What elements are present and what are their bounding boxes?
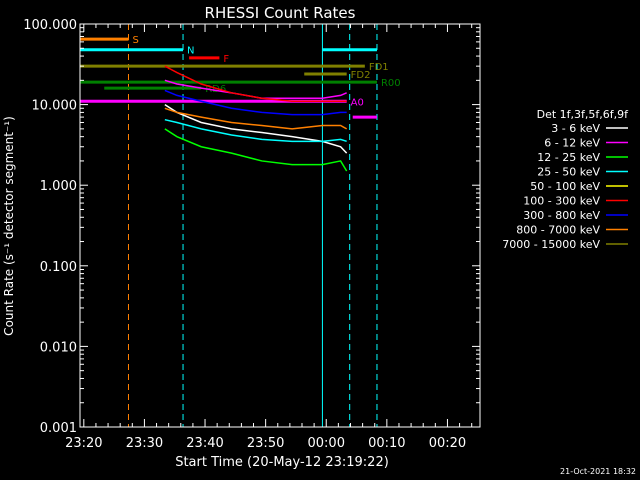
legend: Det 1f,3f,5f,6f,9f3 - 6 keV 6 - 12 keV12 … xyxy=(502,108,629,251)
series-line xyxy=(164,107,348,130)
data-series xyxy=(164,65,348,172)
legend-entry-label: 800 - 7000 keV xyxy=(516,224,600,237)
legend-entry-label: 6 - 12 keV xyxy=(544,137,600,150)
state-bar-label: F xyxy=(223,54,229,65)
y-axis-ticks: 0.001 0.010 0.100 1.000 10.000 100.000 xyxy=(23,18,480,436)
legend-entry-label: 25 - 50 keV xyxy=(537,166,600,179)
series-line xyxy=(164,118,347,143)
x-tick-label: 23:20 xyxy=(65,436,102,451)
series-line xyxy=(164,89,347,116)
y-tick-label: 0.001 xyxy=(40,421,77,436)
legend-entry-label: 7000 - 15000 keV xyxy=(502,238,600,251)
x-tick-label: 23:50 xyxy=(247,436,284,451)
y-axis-label: Count Rate (s⁻¹ detector segment⁻¹) xyxy=(2,116,16,336)
state-bar-label: N xyxy=(187,46,194,57)
plot-frame xyxy=(79,23,481,428)
state-bar-label: FD2 xyxy=(351,70,371,81)
x-tick-label: 23:30 xyxy=(126,436,163,451)
legend-title: Det 1f,3f,5f,6f,9f xyxy=(537,108,630,121)
legend-entry-label: 300 - 800 keV xyxy=(523,209,600,222)
timestamp: 21-Oct-2021 18:32 xyxy=(560,467,636,476)
state-bar-label: A0 xyxy=(351,97,364,108)
state-bar-label: S xyxy=(132,35,138,46)
x-tick-label: 00:10 xyxy=(368,436,405,451)
series-line xyxy=(164,103,348,154)
y-tick-label: 10.000 xyxy=(32,99,78,114)
vertical-markers xyxy=(79,24,378,427)
y-tick-label: 0.100 xyxy=(40,260,77,275)
y-tick-label: 100.000 xyxy=(23,18,77,33)
legend-entry-label: 12 - 25 keV xyxy=(537,151,600,164)
state-bar-label: FD1 xyxy=(369,62,389,73)
y-tick-label: 0.010 xyxy=(40,340,77,355)
x-axis-label: Start Time (20-May-12 23:19:22) xyxy=(175,455,389,470)
legend-entry-label: 100 - 300 keV xyxy=(523,195,600,208)
x-tick-label: 00:20 xyxy=(429,436,466,451)
y-tick-label: 1.000 xyxy=(40,179,77,194)
x-tick-label: 00:00 xyxy=(308,436,345,451)
series-line xyxy=(164,128,348,172)
series-line xyxy=(164,65,347,103)
chart-title: RHESSI Count Rates xyxy=(205,4,356,22)
state-bar-label: R00 xyxy=(381,78,401,89)
x-axis-ticks: 23:20 23:30 23:40 23:50 00:00 00:10 00:20 xyxy=(65,24,473,451)
legend-entry-label: 50 - 100 keV xyxy=(530,180,600,193)
legend-entry-label: 3 - 6 keV xyxy=(551,122,600,135)
x-tick-label: 23:40 xyxy=(186,436,223,451)
